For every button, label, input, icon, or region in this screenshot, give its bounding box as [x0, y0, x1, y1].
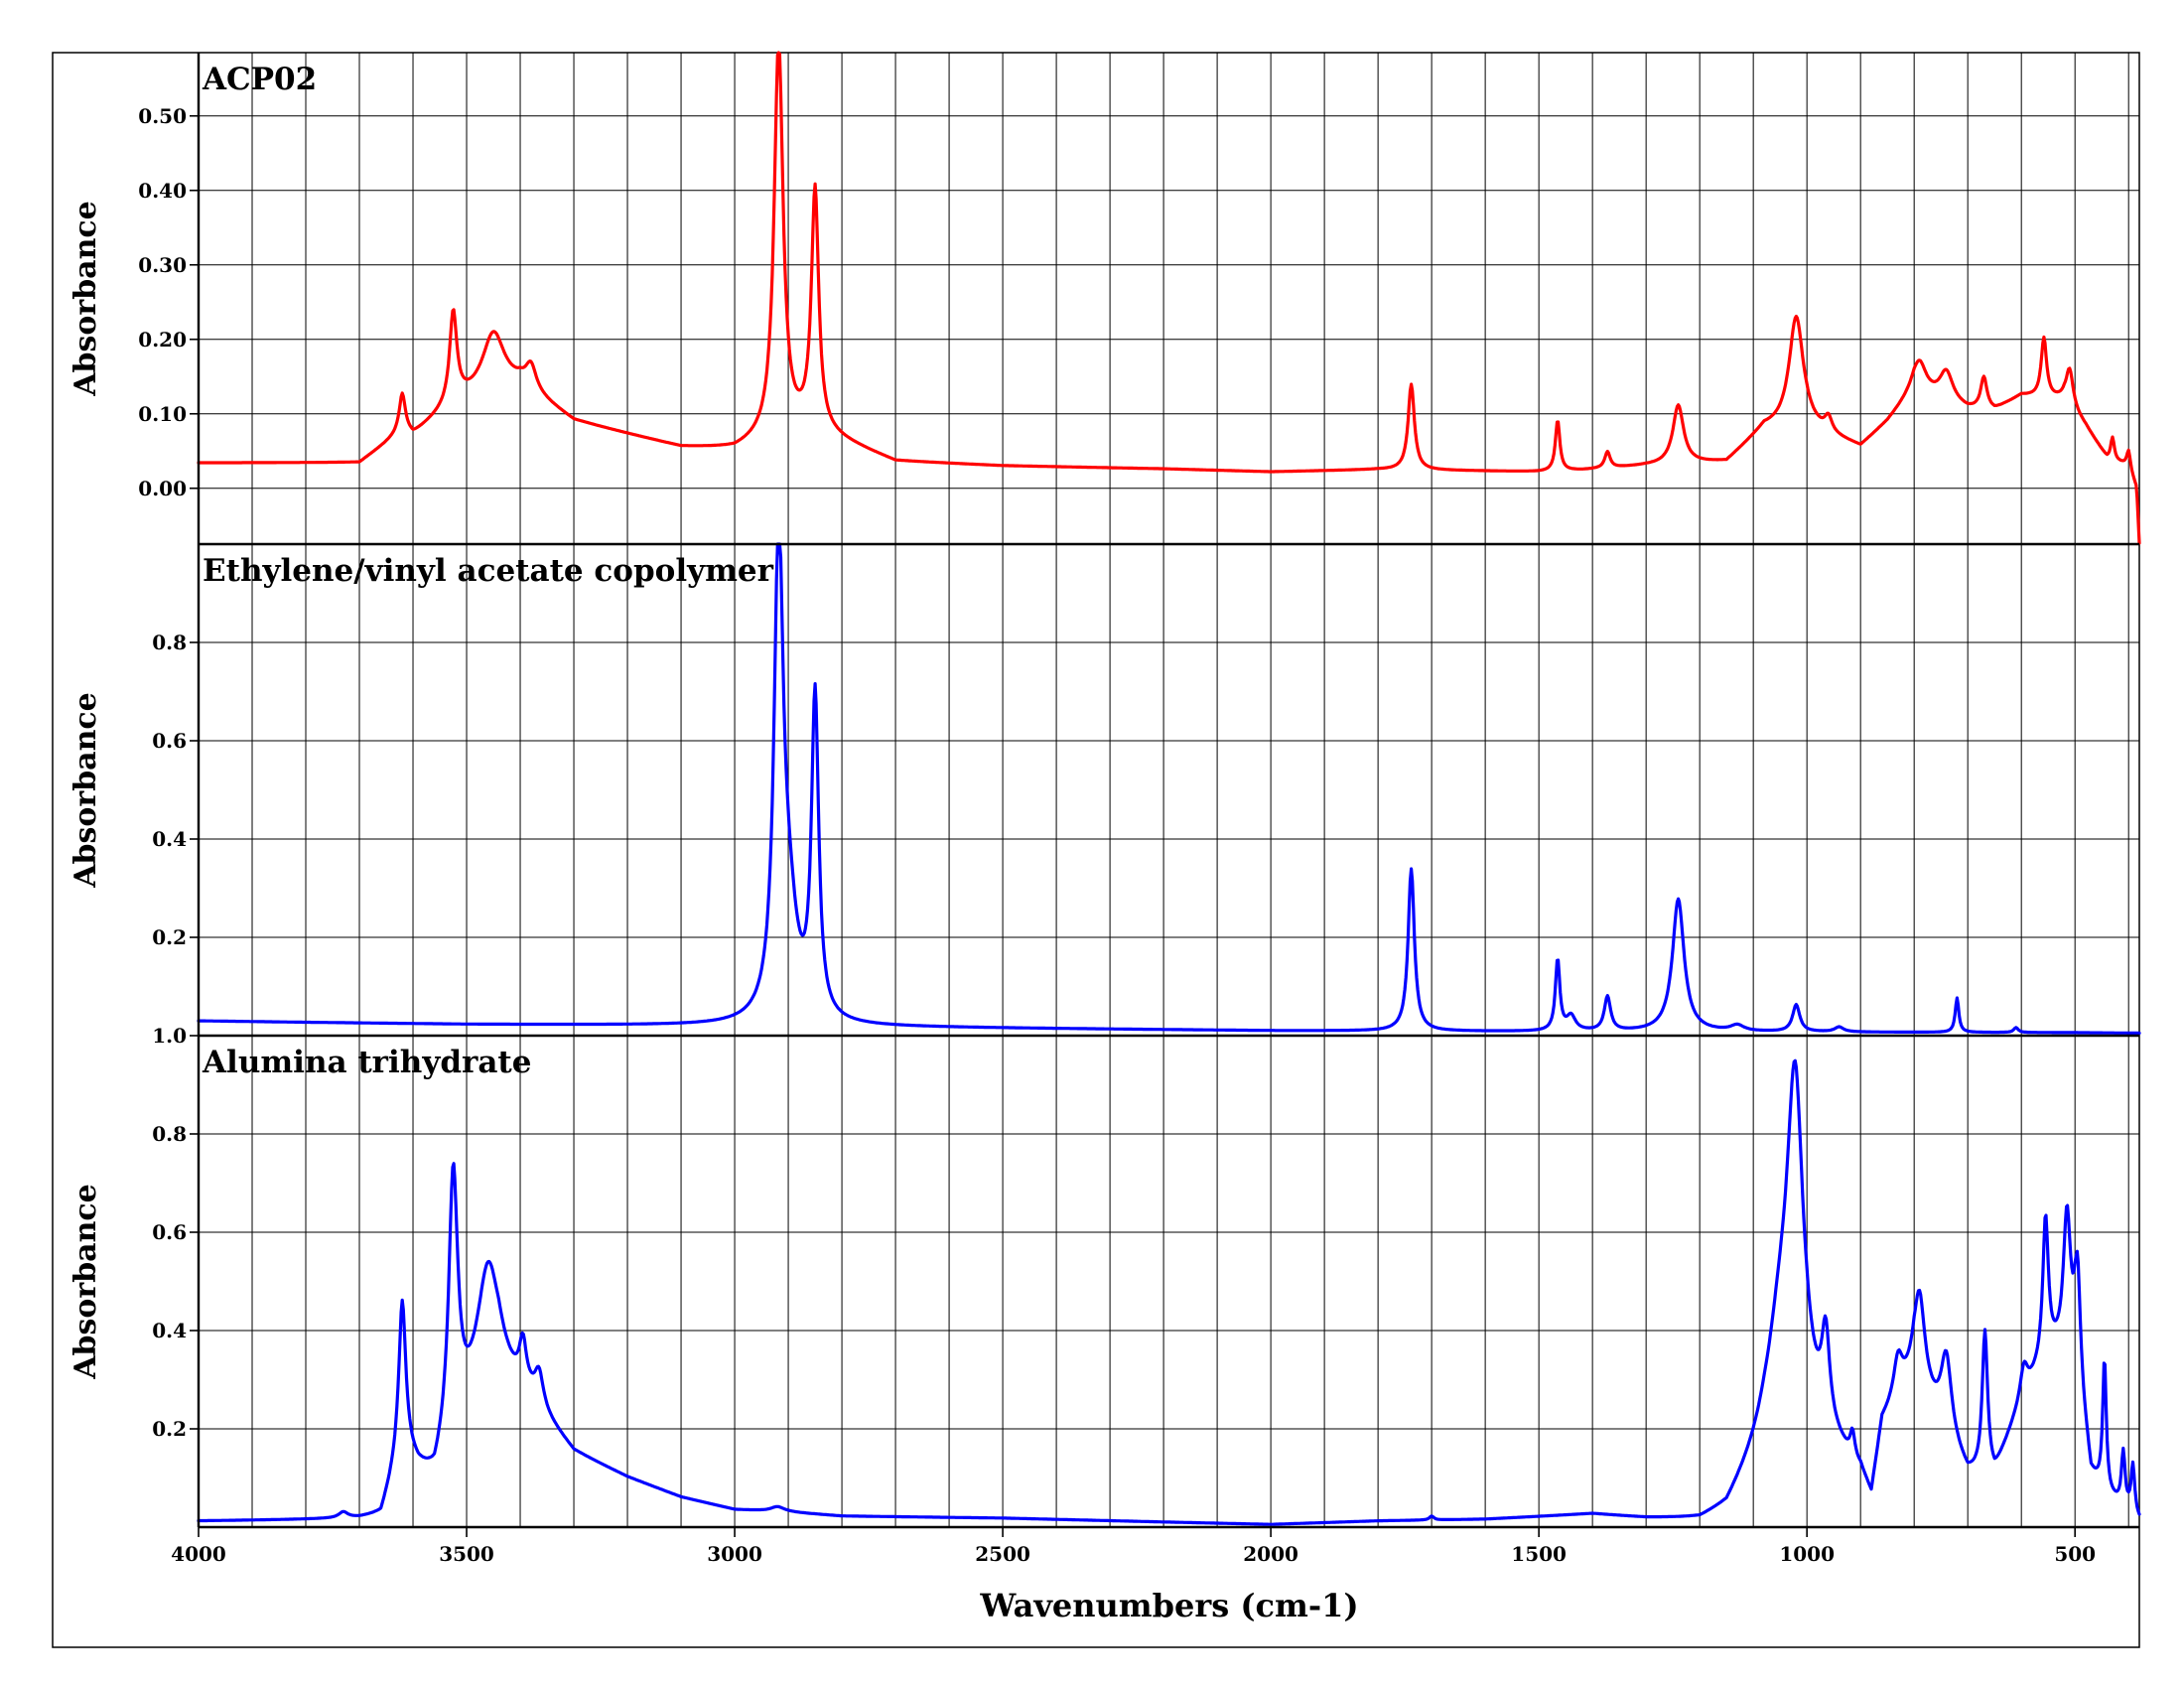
y-tick-label: 0.4 [152, 1319, 187, 1342]
y-tick-label: 0.6 [152, 1220, 187, 1244]
y-tick-label: 0.40 [138, 179, 187, 203]
axis-layer [190, 53, 2139, 1537]
y-tick-label: 1.0 [152, 1024, 187, 1048]
y-axis-label: Absorbance [68, 201, 103, 397]
panel-title: Alumina trihydrate [202, 1045, 531, 1080]
outer-frame [52, 52, 2140, 1648]
y-axis-label: Absorbance [68, 1184, 103, 1380]
trace-layer [197, 51, 2141, 1526]
x-tick-label: 2500 [975, 1542, 1030, 1566]
y-tick-label: 0.8 [152, 631, 187, 654]
y-tick-label: 0.2 [152, 925, 187, 949]
grid-layer [199, 53, 2139, 1527]
y-tick-label: 0.2 [152, 1417, 187, 1441]
x-tick-label: 4000 [171, 1542, 226, 1566]
label-layer: 0.00 0.10 0.20 0.30 0.40 0.50 ACP02 Absorbance 0… [68, 62, 2096, 1566]
y-tick-label: 0.20 [138, 328, 187, 352]
x-tick-label: 3500 [439, 1542, 494, 1566]
panel-title: Ethylene/vinyl acetate copolymer [203, 553, 774, 589]
x-tick-label: 3000 [707, 1542, 762, 1566]
x-tick-label: 500 [2054, 1542, 2096, 1566]
spectrum-trace [197, 51, 2141, 545]
spectrum-trace [197, 542, 2141, 1036]
y-tick-label: 0.50 [138, 104, 187, 128]
panel-title: ACP02 [202, 62, 317, 97]
y-tick-label: 0.6 [152, 729, 187, 753]
x-tick-label: 1000 [1779, 1542, 1835, 1566]
y-tick-label: 0.4 [152, 827, 187, 851]
y-axis-label: Absorbance [68, 692, 103, 889]
y-tick-label: 0.8 [152, 1122, 187, 1146]
x-tick-label: 2000 [1243, 1542, 1298, 1566]
y-tick-label: 0.10 [138, 402, 187, 426]
y-tick-label: 0.30 [138, 253, 187, 277]
spectrum-trace [197, 1058, 2141, 1526]
y-tick-label: 0.00 [138, 477, 187, 500]
x-tick-label: 1500 [1511, 1542, 1567, 1566]
x-axis-label: Wavenumbers (cm-1) [979, 1587, 1358, 1624]
